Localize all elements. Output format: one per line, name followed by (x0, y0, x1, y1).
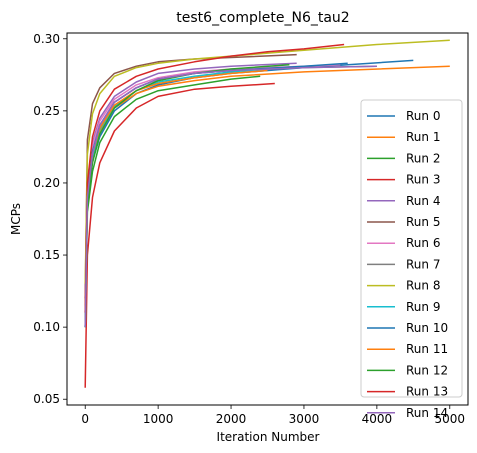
legend-label-14: Run 14 (406, 406, 448, 420)
series-line-13 (84, 43, 345, 313)
legend: Run 0 Run 1 Run 2 Run 3 Run 4 Run 5 Run 6 Run 7… (360, 99, 463, 420)
legend-label-10: Run 10 (406, 321, 448, 335)
series-line-3 (84, 82, 275, 388)
legend-label-9: Run 9 (406, 300, 440, 314)
y-tick-label: 0.15 (33, 248, 60, 262)
y-tick-label: 0.10 (33, 320, 60, 334)
x-tick-label: 2000 (216, 412, 247, 426)
x-tick-label: 1000 (143, 412, 174, 426)
legend-label-4: Run 4 (406, 194, 440, 208)
series-layer (84, 39, 450, 388)
chart-title: test6_complete_N6_tau2 (176, 10, 349, 26)
series-line-8 (84, 39, 450, 284)
legend-label-0: Run 0 (406, 109, 440, 123)
y-axis-title: MCPs (9, 203, 23, 235)
x-axis-title: Iteration Number (217, 430, 320, 444)
x-tick-label: 5000 (434, 412, 465, 426)
legend-label-3: Run 3 (406, 173, 440, 187)
plot-frame (66, 32, 469, 406)
legend-label-13: Run 13 (406, 385, 448, 399)
y-axis: 0.05 0.10 0.15 0.20 0.25 0.30 (33, 32, 67, 406)
y-tick-label: 0.25 (33, 104, 60, 118)
x-tick-label: 4000 (362, 412, 393, 426)
legend-label-6: Run 6 (406, 236, 440, 250)
series-line-14 (84, 65, 377, 328)
legend-label-11: Run 11 (406, 342, 448, 356)
y-tick-label: 0.05 (33, 392, 60, 406)
x-tick-label: 3000 (289, 412, 320, 426)
x-axis: 0 1000 2000 3000 4000 5000 (81, 405, 465, 426)
series-line-11 (84, 69, 268, 313)
legend-box (360, 99, 463, 398)
y-tick-label: 0.30 (33, 32, 60, 46)
legend-label-7: Run 7 (406, 257, 440, 271)
legend-label-5: Run 5 (406, 215, 440, 229)
y-tick-label: 0.20 (33, 176, 60, 190)
x-tick-label: 0 (81, 412, 89, 426)
legend-label-1: Run 1 (406, 130, 440, 144)
legend-label-8: Run 8 (406, 279, 440, 293)
legend-label-12: Run 12 (406, 363, 448, 377)
legend-label-2: Run 2 (406, 151, 440, 165)
series-line-2 (84, 75, 261, 328)
series-line-5 (84, 53, 297, 299)
